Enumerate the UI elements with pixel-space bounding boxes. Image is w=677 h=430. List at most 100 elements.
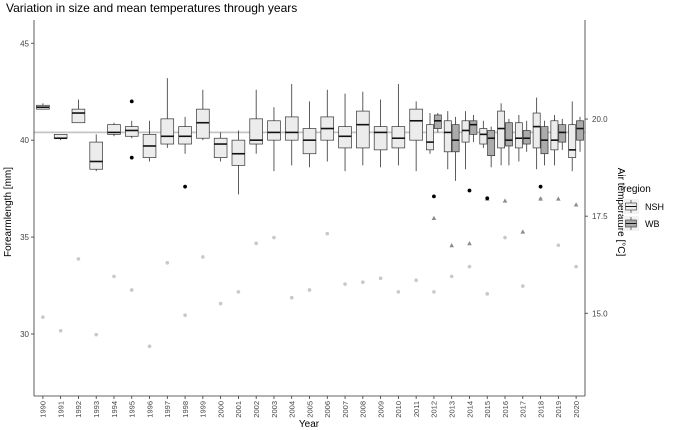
- temperature-point-nsh: [76, 257, 81, 261]
- box-wb: [505, 118, 513, 166]
- temperature-point-nsh: [325, 231, 330, 236]
- x-axis-label: Year: [299, 419, 320, 430]
- box-outlier: [129, 155, 134, 160]
- temperature-point-nsh: [343, 282, 347, 286]
- box-body: [568, 124, 577, 158]
- box-wb: [558, 118, 567, 150]
- x-tick-label: 2017: [519, 401, 528, 418]
- x-tick-label: 2013: [447, 401, 456, 418]
- x-tick-label: 2000: [216, 401, 225, 418]
- temperature-point-nsh: [432, 290, 436, 294]
- x-tick-label: 1999: [199, 401, 208, 418]
- box-body: [505, 122, 513, 147]
- box-wb: [522, 120, 531, 152]
- box-nsh: [302, 101, 317, 168]
- temperature-point-nsh: [112, 274, 116, 279]
- box-nsh: [373, 99, 388, 168]
- box-body: [487, 130, 496, 157]
- box-body: [107, 124, 121, 135]
- box-body: [469, 120, 478, 135]
- box-body: [497, 110, 506, 149]
- box-body: [514, 122, 523, 149]
- temperature-point-nsh: [147, 344, 152, 349]
- temperature-point-wb: [573, 202, 579, 207]
- temperature-point-wb: [449, 242, 454, 248]
- box-nsh: [409, 101, 423, 172]
- box-nsh: [89, 134, 103, 172]
- temperature-point-nsh: [289, 295, 294, 300]
- box-wb: [540, 120, 549, 166]
- box-nsh: [479, 120, 490, 201]
- temperature-point-nsh: [236, 290, 241, 294]
- box-body: [576, 120, 584, 141]
- box-body: [267, 120, 281, 141]
- y2-tick-label: 17.5: [592, 212, 608, 221]
- temperature-point-nsh: [307, 288, 312, 292]
- box-body: [338, 126, 352, 149]
- x-tick-label: 2018: [536, 401, 545, 418]
- boxplots: [36, 78, 584, 201]
- y2-axis-label: Air temperature [°C]: [615, 168, 626, 257]
- x-tick-label: 2001: [234, 401, 243, 418]
- x-tick-label: 1991: [56, 401, 65, 418]
- box-nsh: [36, 103, 50, 110]
- box-wb: [576, 116, 584, 152]
- x-tick-label: 1996: [145, 401, 154, 418]
- box-nsh: [426, 113, 436, 199]
- box-body: [231, 139, 246, 166]
- box-nsh: [443, 111, 452, 170]
- x-tick-label: 1993: [92, 401, 101, 418]
- box-body: [558, 124, 567, 143]
- temperature-point-nsh: [414, 278, 418, 283]
- box-nsh: [231, 130, 246, 195]
- x-tick-label: 2003: [270, 401, 279, 418]
- temperature-point-nsh: [449, 274, 454, 279]
- box-nsh: [514, 114, 523, 162]
- temperature-point-nsh: [378, 276, 383, 281]
- box-body: [391, 126, 406, 149]
- temperature-point-nsh: [129, 288, 134, 292]
- x-tick-label: 1990: [39, 401, 48, 418]
- y-tick-label: 30: [20, 330, 29, 339]
- box-nsh: [338, 93, 352, 172]
- x-tick-label: 2009: [376, 401, 385, 418]
- x-tick-label: 2011: [412, 401, 421, 417]
- x-tick-label: 2016: [501, 401, 510, 418]
- box-nsh: [391, 83, 406, 166]
- box-nsh: [550, 114, 559, 166]
- box-nsh: [196, 89, 210, 141]
- box-outlier: [432, 194, 436, 199]
- x-tick-label: 2015: [483, 401, 492, 418]
- temperature-point-wb: [431, 215, 437, 221]
- box-body: [125, 126, 139, 137]
- box-body: [178, 126, 192, 145]
- box-nsh: [284, 83, 299, 166]
- y-axis-label: Forearmlength [mm]: [3, 167, 14, 257]
- box-body: [461, 120, 470, 143]
- legend-label-wb: WB: [645, 219, 660, 229]
- box-body: [479, 128, 488, 145]
- chart-title: Variation in size and mean temperatures …: [6, 1, 297, 15]
- box-body: [196, 108, 210, 139]
- box-body: [89, 141, 103, 170]
- y2-tick-label: 20.0: [592, 115, 608, 124]
- temperature-point-nsh: [503, 235, 507, 240]
- temperature-point-nsh: [254, 241, 258, 246]
- box-body: [443, 120, 452, 153]
- box-nsh: [125, 99, 139, 160]
- legend-title: region: [623, 184, 651, 195]
- box-wb: [451, 116, 460, 181]
- box-nsh: [213, 132, 228, 162]
- x-tick-label: 2019: [554, 401, 563, 418]
- x-tick-label: 2014: [465, 401, 474, 418]
- box-body: [71, 108, 86, 124]
- y2-tick-label: 15.0: [592, 309, 608, 318]
- box-nsh: [249, 89, 263, 154]
- x-tick-label: 2002: [252, 401, 261, 418]
- box-body: [409, 108, 423, 141]
- temperature-point-wb: [538, 196, 543, 201]
- temperature-point-nsh: [218, 301, 223, 306]
- box-body: [451, 124, 460, 153]
- box-outlier: [485, 196, 490, 201]
